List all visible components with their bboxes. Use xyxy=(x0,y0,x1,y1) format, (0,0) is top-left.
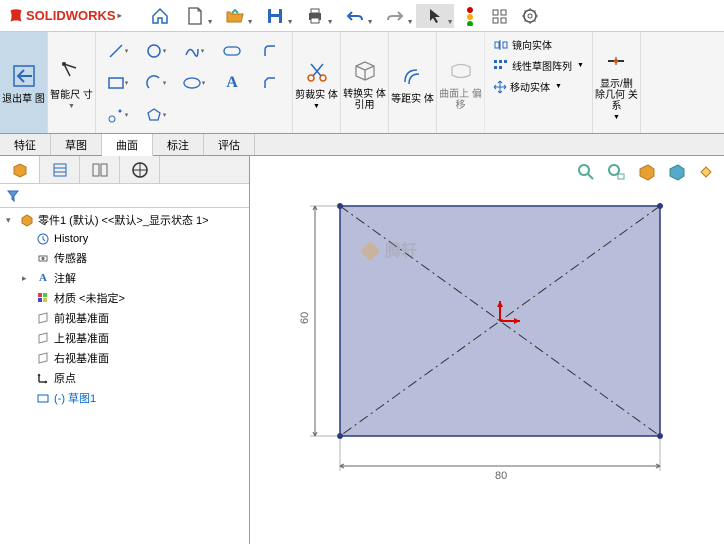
open-icon[interactable]: ▼ xyxy=(216,4,254,28)
spline-tool[interactable]: ▾ xyxy=(176,43,212,59)
app-logo: SOLIDWORKS ▸ xyxy=(8,8,122,24)
save-icon[interactable]: ▼ xyxy=(256,4,294,28)
circle-tool[interactable]: ▾ xyxy=(138,43,174,59)
undo-icon[interactable]: ▼ xyxy=(336,4,374,28)
tree-top-plane[interactable]: 上视基准面 xyxy=(2,328,247,348)
tree-root[interactable]: ▾零件1 (默认) <<默认>_显示状态 1> xyxy=(2,210,247,230)
config-tab-icon[interactable] xyxy=(80,156,120,183)
smart-dimension-button[interactable]: 智能尺 寸 ▼ xyxy=(48,32,96,133)
tree-sensors[interactable]: 传感器 xyxy=(2,248,247,268)
text-tool[interactable]: A xyxy=(214,74,250,92)
new-icon[interactable]: ▼ xyxy=(176,4,214,28)
move-button[interactable]: 移动实体▼ xyxy=(487,76,590,97)
tree-material[interactable]: 材质 <未指定> xyxy=(2,288,247,308)
pattern-button[interactable]: 线性草图阵列▼ xyxy=(487,55,590,76)
tree-filter[interactable] xyxy=(0,184,249,208)
print-icon[interactable]: ▼ xyxy=(296,4,334,28)
surface-offset-button[interactable]: 曲面上 偏移 xyxy=(437,32,485,133)
convert-button[interactable]: 转换实 体引用 xyxy=(341,32,389,133)
tree-right-plane[interactable]: 右视基准面 xyxy=(2,348,247,368)
line-tool[interactable]: ▾ xyxy=(100,43,136,59)
svg-text:60: 60 xyxy=(299,312,311,324)
chamfer-tool[interactable] xyxy=(252,76,288,90)
point-tool[interactable]: ▾ xyxy=(100,107,136,123)
dimension-height[interactable]: 60 xyxy=(299,206,338,436)
command-tabs: 特征 草图 曲面 标注 评估 xyxy=(0,134,724,156)
property-tab-icon[interactable] xyxy=(40,156,80,183)
tab-surface[interactable]: 曲面 xyxy=(102,134,153,156)
app-name: SOLIDWORKS xyxy=(26,8,116,23)
graphics-area[interactable]: 60 80 腾轩 xyxy=(250,156,724,544)
sketch-viewport: 60 80 腾轩 xyxy=(280,176,700,516)
display-relations-button[interactable]: 显示/删 除几何 关系▼ xyxy=(593,32,641,133)
trim-button[interactable]: 剪裁实 体▼ xyxy=(293,32,341,133)
svg-text:80: 80 xyxy=(495,470,507,482)
dimension-width[interactable]: 80 xyxy=(340,438,660,482)
ellipse-tool[interactable]: ▾ xyxy=(176,77,212,89)
redo-icon[interactable]: ▼ xyxy=(376,4,414,28)
mirror-button[interactable]: 镜向实体 xyxy=(487,34,590,55)
polygon-tool[interactable]: ▾ xyxy=(138,107,174,123)
feature-tree-panel: ▾零件1 (默认) <<默认>_显示状态 1> History 传感器 ▸A注解… xyxy=(0,156,250,544)
home-icon[interactable] xyxy=(146,4,174,28)
exit-sketch-button[interactable]: 退出草 图 xyxy=(0,32,48,133)
rectangle-tool[interactable]: ▾ xyxy=(100,77,136,89)
fillet-tool[interactable] xyxy=(252,44,288,58)
tree-origin[interactable]: 原点 xyxy=(2,368,247,388)
slot-tool[interactable] xyxy=(214,45,250,57)
rebuild-icon[interactable] xyxy=(456,4,484,28)
arc-tool[interactable]: ▾ xyxy=(138,75,174,91)
tree-tab-icon[interactable] xyxy=(0,156,40,183)
svg-text:腾轩: 腾轩 xyxy=(385,241,417,260)
tab-sketch[interactable]: 草图 xyxy=(51,134,102,155)
tree-annotations[interactable]: ▸A注解 xyxy=(2,268,247,288)
sketch-tools-grid: ▾ ▾ ▾ ▾ ▾ ▾ A ▾ ▾ xyxy=(96,32,293,133)
watermark: 腾轩 xyxy=(360,241,417,261)
tab-evaluate[interactable]: 评估 xyxy=(204,134,255,155)
offset-button[interactable]: 等距实 体 xyxy=(389,32,437,133)
settings-icon[interactable] xyxy=(516,4,544,28)
tree-front-plane[interactable]: 前视基准面 xyxy=(2,308,247,328)
dimxpert-tab-icon[interactable] xyxy=(120,156,160,183)
select-icon[interactable]: ▼ xyxy=(416,4,454,28)
options-icon[interactable] xyxy=(486,4,514,28)
tree-sketch1[interactable]: (-) 草图1 xyxy=(2,388,247,408)
tab-annotate[interactable]: 标注 xyxy=(153,134,204,155)
tree-history[interactable]: History xyxy=(2,230,247,248)
tab-features[interactable]: 特征 xyxy=(0,134,51,155)
